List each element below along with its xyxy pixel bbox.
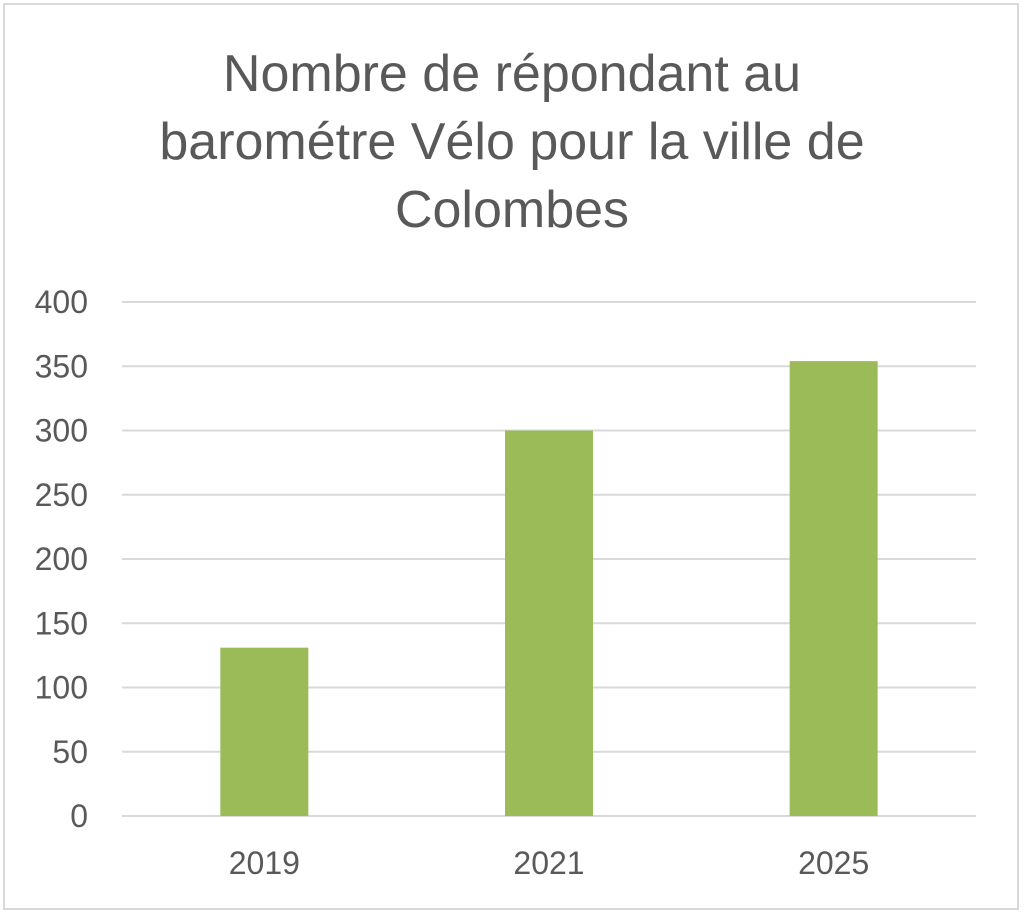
y-tick-label: 50 — [52, 734, 88, 770]
x-tick-label: 2025 — [798, 845, 869, 881]
y-tick-label: 100 — [35, 670, 88, 706]
y-tick-label: 350 — [35, 348, 88, 384]
y-axis-ticks: 0 50 100 150 200 250 300 350 400 — [35, 284, 88, 834]
bar-2019 — [220, 647, 309, 816]
chart-title-line-2: barométre Vélo pour la ville de — [159, 113, 865, 171]
y-tick-label: 0 — [70, 798, 88, 834]
x-axis-ticks: 2019 2021 2025 — [229, 845, 870, 881]
x-tick-label: 2019 — [229, 845, 300, 881]
chart-title-line-3: Colombes — [394, 181, 630, 239]
y-tick-label: 300 — [35, 413, 88, 449]
bars — [220, 361, 878, 816]
bar-2025 — [789, 361, 878, 816]
y-tick-label: 200 — [35, 541, 88, 577]
chart-title-line-1: Nombre de répondant au — [222, 45, 802, 103]
bar-2021 — [505, 430, 593, 816]
y-tick-label: 150 — [35, 605, 88, 641]
x-tick-label: 2021 — [513, 845, 584, 881]
y-tick-label: 400 — [35, 284, 88, 320]
y-tick-label: 250 — [35, 477, 88, 513]
chart-title: Nombre de répondant au barométre Vélo po… — [0, 40, 1024, 244]
